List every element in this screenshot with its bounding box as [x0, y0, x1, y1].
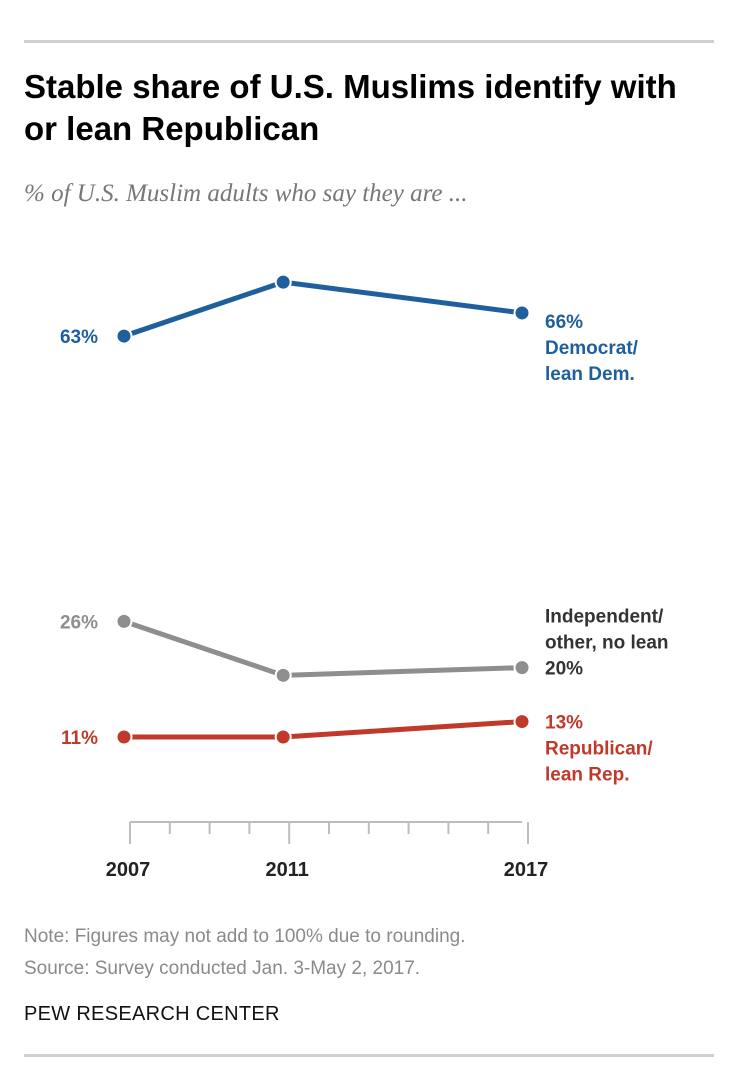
top-rule [24, 40, 714, 43]
x-tick-label: 2017 [504, 859, 549, 881]
democrat-point [513, 304, 531, 322]
republican-end-label: 13% [545, 713, 583, 734]
democrat-point [115, 327, 133, 345]
republican-point [513, 713, 531, 731]
chart-source: Source: Survey conducted Jan. 3-May 2, 2… [24, 958, 421, 979]
republican-series-label: Republican/ [545, 739, 653, 760]
independent-series-label: other, no lean [545, 633, 669, 654]
republican-start-label: 11% [61, 728, 98, 749]
republican-point [115, 728, 133, 746]
brand-name: PEW RESEARCH CENTER [24, 1003, 280, 1025]
x-tick-label: 2007 [106, 859, 151, 881]
independent-end-label: 20% [545, 659, 583, 680]
independent-point [274, 666, 292, 684]
republican-point [274, 728, 292, 746]
democrat-point [274, 273, 292, 291]
democrat-series-label: Democrat/ [545, 338, 639, 359]
bottom-rule [24, 1054, 714, 1057]
independent-line [121, 618, 525, 678]
democrat-series-label: lean Dem. [545, 364, 635, 385]
chart-subtitle: % of U.S. Muslim adults who say they are… [24, 180, 468, 207]
independent-start-label: 26% [60, 612, 98, 633]
democrat-line [121, 279, 525, 339]
democrat-start-label: 63% [60, 327, 98, 348]
democrat-end-label: 66% [545, 312, 583, 333]
independent-series-label: Independent/ [545, 607, 664, 628]
republican-line [121, 719, 525, 740]
line-chart: 2007 2011 2017 63% 66% Democrat/lean Dem. 26% I… [60, 273, 669, 881]
independent-point [115, 612, 133, 630]
independent-point [513, 659, 531, 677]
x-tick-label: 2011 [266, 859, 309, 881]
chart-title: Stable share of U.S. Muslims identify wi… [24, 68, 677, 147]
republican-series-label: lean Rep. [545, 765, 629, 786]
chart-note: Note: Figures may not add to 100% due to… [24, 926, 466, 947]
